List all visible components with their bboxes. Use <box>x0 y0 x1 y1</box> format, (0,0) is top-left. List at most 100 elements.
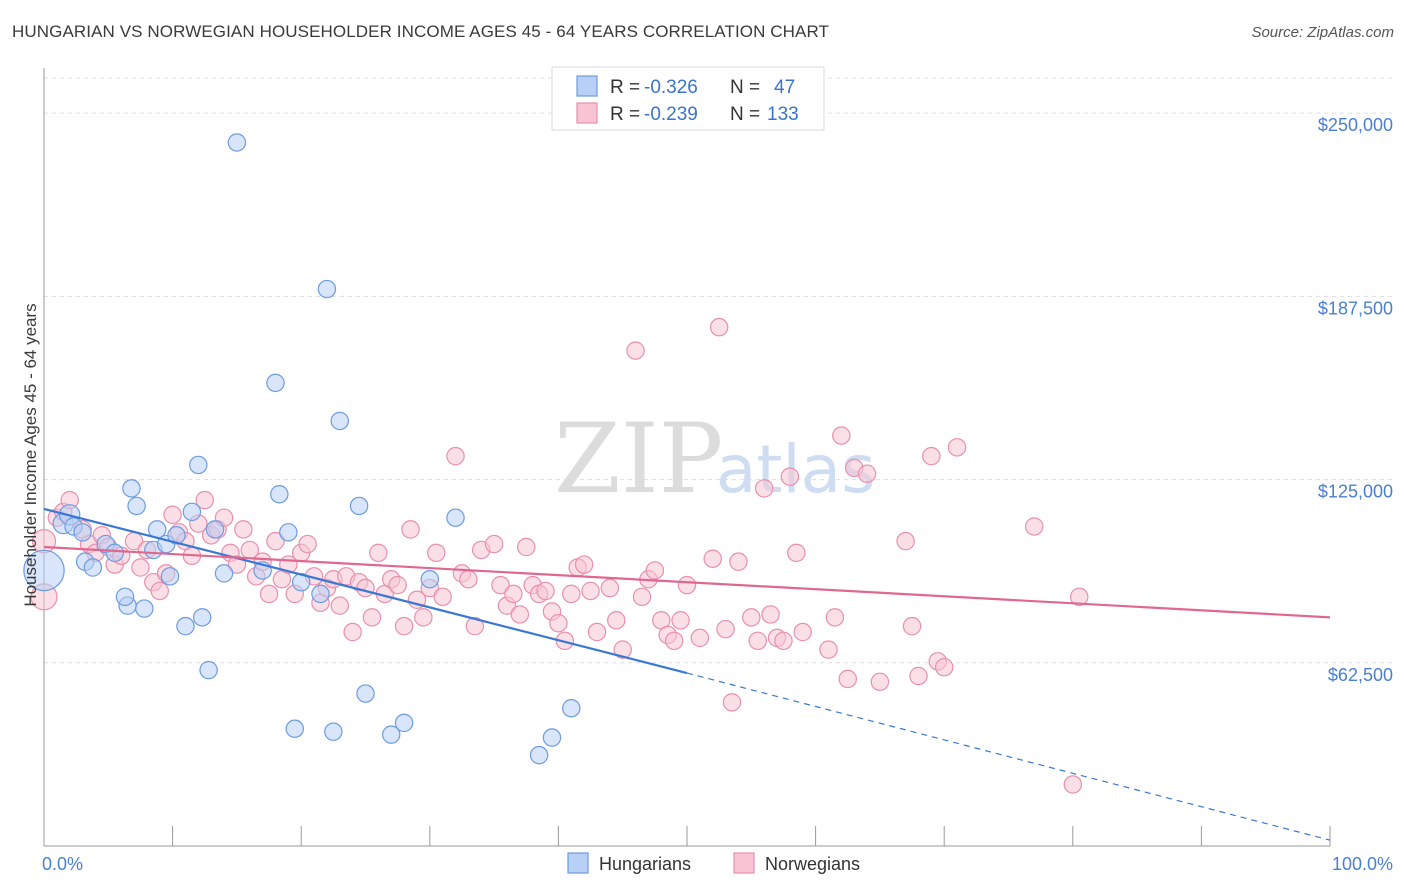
norwegian-point <box>838 669 857 689</box>
legend-hungarians-label: Hungarians <box>599 854 691 874</box>
norwegian-point <box>446 446 465 466</box>
chart-source: Source: ZipAtlas.com <box>1251 24 1394 41</box>
chart-title: HUNGARIAN VS NORWEGIAN HOUSEHOLDER INCOM… <box>12 22 830 41</box>
norwegian-point <box>369 543 388 563</box>
y-tick-labels: $250,000 $187,500 $125,000 $62,500 <box>1318 115 1393 685</box>
norwegian-point <box>664 631 684 651</box>
norwegian-point <box>780 467 800 486</box>
norwegian-point <box>690 628 710 648</box>
norwegian-point <box>465 616 485 636</box>
norwegian-point <box>536 581 555 601</box>
legend-r-label-hungarian: R = <box>610 77 640 98</box>
hungarian-point <box>160 567 180 586</box>
norwegian-point <box>150 581 169 601</box>
legend-norwegians-swatch <box>733 852 755 874</box>
legend-norwegians-label: Norwegians <box>765 854 860 874</box>
norwegian-point <box>362 608 382 627</box>
legend-r-value-hungarian: -0.326 <box>644 77 698 98</box>
hungarian-point <box>73 523 92 542</box>
norwegian-point <box>870 672 890 692</box>
norwegian-point <box>388 575 407 595</box>
legend-hungarians-swatch <box>567 852 589 874</box>
x-tick-label-end: 100.0% <box>1332 854 1393 874</box>
legend-n-value-hungarian: 47 <box>774 77 795 98</box>
norwegian-point <box>902 616 922 636</box>
norwegian-point <box>632 587 652 607</box>
norwegian-point <box>742 608 761 627</box>
hungarian-point <box>23 549 65 592</box>
norwegian-point <box>1069 587 1089 607</box>
norwegian-point <box>433 587 452 607</box>
norwegian-point <box>195 490 214 510</box>
norwegian-point <box>131 558 150 577</box>
hungarian-point <box>349 496 369 516</box>
hungarian-point <box>330 411 350 431</box>
hungarian-point <box>127 496 146 516</box>
x-tick-label-start: 0.0% <box>42 854 83 874</box>
hungarian-point <box>394 713 414 733</box>
series-legend: Hungarians Norwegians <box>567 852 860 874</box>
norwegian-point <box>491 575 510 595</box>
hungarian-point <box>311 584 330 604</box>
norwegian-point <box>709 317 729 337</box>
norwegian-point <box>1063 775 1083 794</box>
norwegian-point <box>671 611 690 630</box>
legend-n-label-hungarian: N = <box>730 77 760 98</box>
legend-r-value-norwegian: -0.239 <box>644 104 698 125</box>
norwegian-point <box>504 584 523 604</box>
norwegian-point <box>587 622 607 642</box>
norwegian-point <box>703 549 722 568</box>
norwegian-point <box>613 640 632 659</box>
hungarian-point <box>270 485 289 504</box>
trend-lines <box>43 507 1331 841</box>
norwegian-point <box>754 479 774 498</box>
hungarian-point <box>105 543 124 563</box>
grid-lines <box>44 77 1395 664</box>
y-tick-label: $187,500 <box>1318 298 1393 318</box>
hungarian-point <box>115 587 135 607</box>
norwegian-point <box>574 555 594 574</box>
watermark: ZIP atlas <box>554 403 876 515</box>
hungarian-point <box>381 725 401 744</box>
norwegian-point <box>825 608 845 627</box>
hungarian-point <box>83 558 103 577</box>
hungarian-point <box>285 719 305 738</box>
x-tick-labels: 0.0% 100.0% <box>42 854 1393 874</box>
axes <box>43 68 1331 847</box>
norwegian-point <box>857 464 877 483</box>
norwegian-point <box>259 584 279 604</box>
norwegian-point <box>484 534 504 554</box>
hungarian-point <box>317 279 337 299</box>
hungarian-trend-extension <box>686 672 1331 841</box>
norwegian-point <box>819 640 838 659</box>
norwegian-point <box>163 505 182 525</box>
legend-r-label-norwegian: R = <box>610 104 640 125</box>
hungarian-point <box>446 508 465 527</box>
norwegian-point <box>1024 517 1044 536</box>
hungarian-point <box>529 745 549 765</box>
norwegian-point <box>401 520 420 539</box>
norwegian-point <box>934 657 954 677</box>
norwegian-point <box>266 531 285 551</box>
hungarian-point <box>189 455 208 475</box>
norwegian-point <box>426 543 446 563</box>
norwegian-point <box>626 341 645 360</box>
hungarian-point <box>182 502 202 522</box>
norwegian-point <box>677 575 697 595</box>
norwegian-point <box>922 446 941 466</box>
hungarian-point <box>122 479 141 498</box>
hungarian-point <box>167 526 186 545</box>
legend-n-label-norwegian: N = <box>730 104 760 125</box>
hungarian-swatch <box>576 75 598 97</box>
norwegian-point <box>414 608 433 627</box>
norwegian-point <box>581 581 600 601</box>
hungarian-point <box>420 570 440 589</box>
norwegian-point <box>722 693 742 712</box>
norwegian-point <box>896 531 915 551</box>
norwegian-point <box>459 570 478 589</box>
hungarian-point <box>214 564 234 583</box>
norwegian-point <box>645 561 665 580</box>
norwegian-point <box>947 438 967 457</box>
norwegian-point <box>343 622 362 642</box>
